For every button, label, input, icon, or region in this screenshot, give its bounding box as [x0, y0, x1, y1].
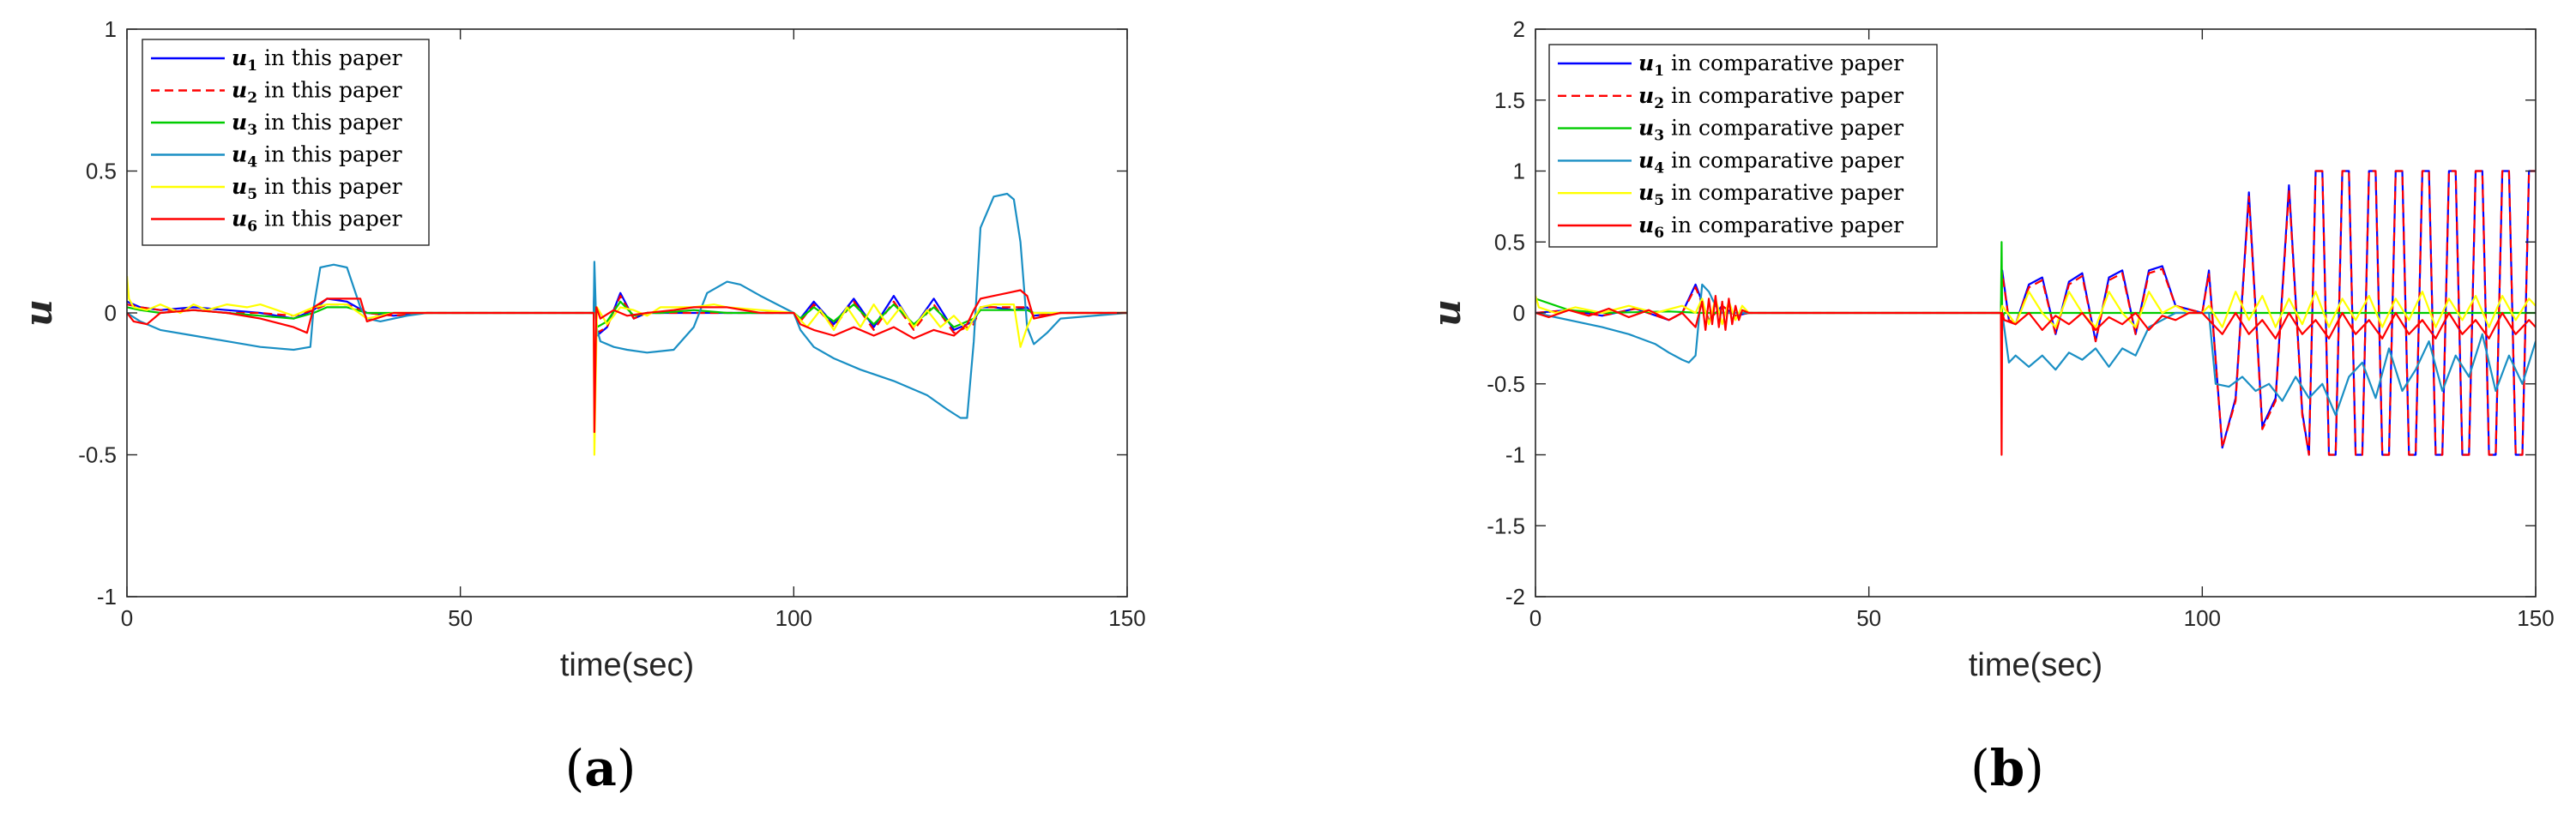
chart-b-legend-label: in comparative paper	[1664, 147, 1903, 172]
chart-a-legend-label: in this paper	[257, 78, 402, 103]
chart-b-legend-symbol: u	[1638, 147, 1654, 172]
chart-b-legend-symbol: u	[1638, 180, 1654, 205]
chart-a-legend-symbol: u	[232, 142, 247, 167]
chart-b-legend-entry-u4: u4 in comparative paper	[1638, 147, 1903, 177]
chart-b-legend-entry-u1: u1 in comparative paper	[1638, 51, 1903, 80]
chart-b-ytick-label: -1.5	[1487, 513, 1525, 538]
chart-b-caption-open: (	[1970, 739, 1990, 797]
chart-a-ylabel: u	[17, 299, 61, 327]
chart-b-caption-letter: b	[1990, 739, 2025, 797]
chart-b-xtick-label: 0	[1529, 605, 1541, 631]
chart-a-series-u6	[127, 289, 1127, 434]
chart-b-xtick-label: 50	[1856, 605, 1881, 631]
chart-a-series-u5	[127, 275, 1127, 456]
chart-a-caption-close: )	[617, 739, 636, 797]
chart-a-ytick-label: 0.5	[86, 159, 117, 184]
chart-b-legend-subscript: 5	[1654, 192, 1664, 209]
chart-a-xlabel: time(sec)	[560, 647, 694, 683]
chart-a-legend-entry-u2: u2 in this paper	[232, 78, 402, 107]
chart-b-legend-symbol: u	[1638, 51, 1654, 75]
chart-b-ytick-label: 1.5	[1494, 87, 1525, 113]
chart-b-xtick-label: 150	[2517, 605, 2554, 631]
chart-a-legend-subscript: 3	[247, 122, 257, 139]
chart-a-legend-box	[142, 39, 430, 246]
chart-a-xtick-label: 0	[121, 605, 133, 631]
chart-b-legend-subscript: 4	[1654, 159, 1664, 177]
chart-a-legend-label: in this paper	[257, 207, 402, 231]
chart-b-xtick-label: 100	[2184, 605, 2221, 631]
chart-b-xlabel: time(sec)	[1969, 647, 2102, 683]
chart-b-ytick-label: 2	[1513, 16, 1525, 42]
chart-a-legend-symbol: u	[232, 45, 247, 70]
chart-b-caption: (b)	[1970, 739, 2044, 797]
chart-a-caption-open: (	[565, 739, 585, 797]
chart-a-xtick-label: 150	[1108, 605, 1145, 631]
chart-b-legend-entry-u2: u2 in comparative paper	[1638, 83, 1903, 112]
chart-a-legend-entry-u4: u4 in this paper	[232, 142, 402, 171]
chart-b-legend-symbol: u	[1638, 83, 1654, 108]
chart-a-legend-symbol: u	[232, 78, 247, 103]
chart-a-legend-subscript: 2	[247, 90, 257, 107]
chart-b-ytick-label: 0.5	[1494, 229, 1525, 255]
chart-b-legend-box	[1548, 44, 1938, 248]
chart-b-legend-label: in comparative paper	[1664, 116, 1903, 141]
chart-a-series-u4	[127, 192, 1127, 419]
chart-a-legend-entry-u6: u6 in this paper	[232, 207, 402, 236]
chart-a-legend-entry-u1: u1 in this paper	[232, 45, 402, 75]
chart-b-series-u5	[1535, 291, 2536, 328]
chart-b-legend-label: in comparative paper	[1664, 83, 1903, 108]
chart-b-legend-entry-u3: u3 in comparative paper	[1638, 116, 1903, 145]
chart-b-series-u6	[1535, 295, 2536, 456]
chart-b-ytick-label: -0.5	[1487, 371, 1525, 397]
chart-b-legend-entry-u6: u6 in comparative paper	[1638, 213, 1903, 242]
chart-b-ylabel: u	[1426, 299, 1469, 327]
chart-a-legend-label: in this paper	[257, 142, 402, 167]
chart-b-legend-subscript: 6	[1654, 225, 1664, 242]
chart-b-ytick-label: -1	[1505, 442, 1525, 468]
chart-b-caption-close: )	[2024, 739, 2044, 797]
chart-b-legend-label: in comparative paper	[1664, 213, 1903, 237]
chart-a-ytick-label: -0.5	[78, 442, 117, 468]
chart-a-legend-label: in this paper	[257, 110, 402, 135]
chart-b-ytick-label: 1	[1513, 159, 1525, 184]
chart-b-legend-symbol: u	[1638, 116, 1654, 141]
panel-b: 0 50 100 150 -2 -1.5 -1 -0.5 0 0.5 1 1.5 2 time(sec) u…	[1426, 16, 2555, 797]
chart-a-legend-subscript: 6	[247, 219, 257, 236]
chart-a-legend-symbol: u	[232, 110, 247, 135]
chart-b-legend-label: in comparative paper	[1664, 180, 1903, 205]
chart-a-legend-entry-u3: u3 in this paper	[232, 110, 402, 139]
chart-a-caption: (a)	[565, 739, 636, 797]
chart-b-legend-subscript: 3	[1654, 128, 1664, 145]
chart-a-xtick-label: 50	[448, 605, 473, 631]
chart-a-legend-symbol: u	[232, 174, 247, 199]
chart-a-legend-subscript: 4	[247, 154, 257, 171]
chart-a-legend-subscript: 5	[247, 186, 257, 203]
chart-b-ytick-label: 0	[1513, 300, 1525, 326]
chart-b-legend-subscript: 2	[1654, 95, 1664, 112]
chart-b-legend-symbol: u	[1638, 213, 1654, 237]
chart-a-legend-subscript: 1	[247, 57, 257, 75]
chart-b-legend-subscript: 1	[1654, 63, 1664, 80]
chart-a-ytick-label: -1	[97, 584, 117, 610]
chart-a-ytick-label: 1	[105, 16, 117, 42]
chart-a-legend-symbol: u	[232, 207, 247, 231]
chart-a-caption-letter: a	[584, 739, 617, 797]
chart-a-ytick-label: 0	[105, 300, 117, 326]
chart-b-legend-label: in comparative paper	[1664, 51, 1903, 75]
chart-a-xtick-label: 100	[775, 605, 812, 631]
chart-a-legend-label: in this paper	[257, 45, 402, 70]
chart-b-legend-entry-u5: u5 in comparative paper	[1638, 180, 1903, 209]
chart-a-legend-label: in this paper	[257, 174, 402, 199]
chart-b-series-u3	[1535, 241, 2536, 321]
chart-b-ytick-label: -2	[1505, 584, 1525, 610]
chart-a-legend-entry-u5: u5 in this paper	[232, 174, 402, 203]
chart-b-series-u4	[1535, 283, 2536, 417]
